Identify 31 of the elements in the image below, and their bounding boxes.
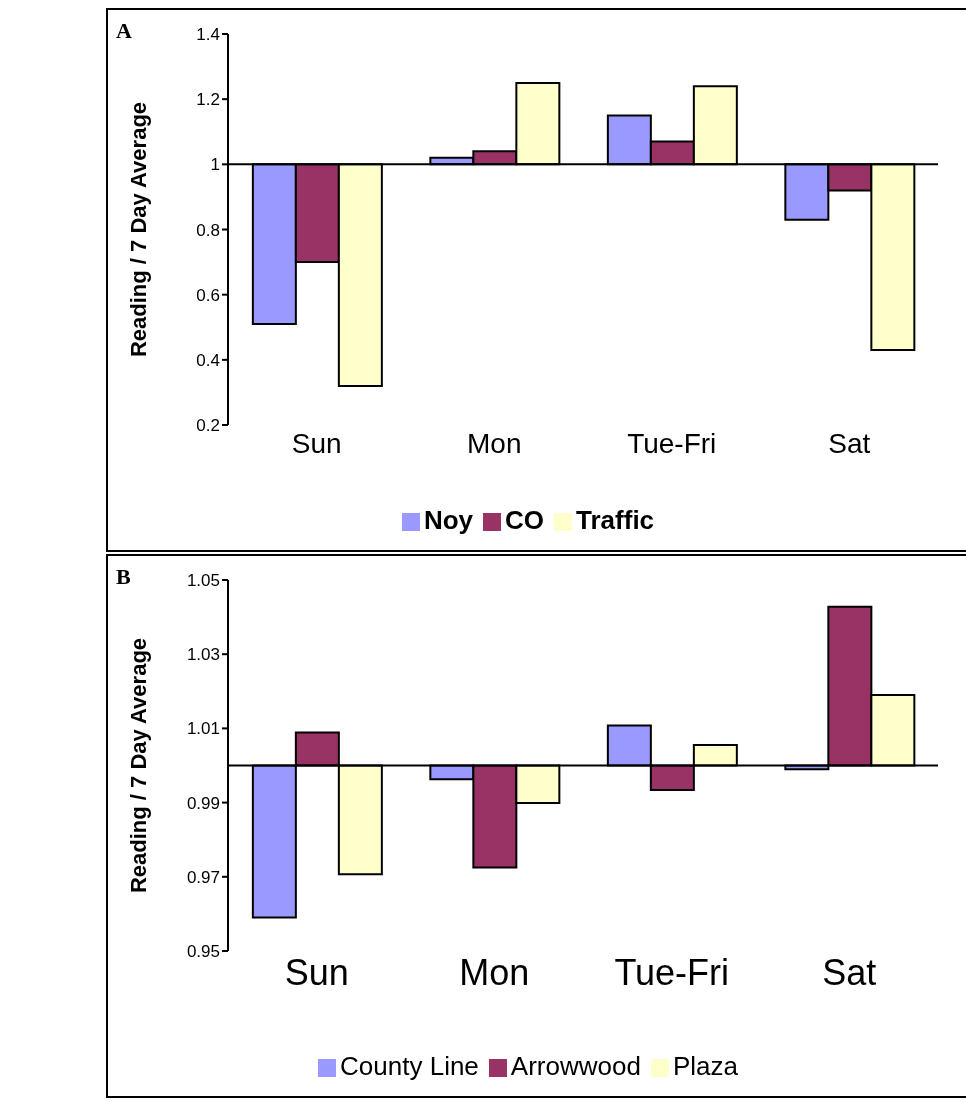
legend-label: Plaza [672, 1051, 738, 1081]
x-tick-label: Sat [822, 951, 877, 993]
y-tick-label: 1.2 [196, 90, 220, 110]
y-tick-label: 0.2 [196, 416, 220, 436]
y-tick-label: 0.97 [186, 867, 220, 887]
x-tick-label: Tue-Fri [614, 951, 730, 993]
x-tick-label: Sat [828, 427, 871, 459]
chart-title: B [116, 564, 131, 589]
y-tick-label: 0.4 [196, 350, 220, 370]
legend-label: Traffic [576, 505, 655, 535]
y-tick-label: 0.95 [186, 942, 220, 962]
y-tick-label: 1.4 [196, 25, 220, 45]
x-tick-label: Tue-Fri [627, 427, 717, 459]
y-tick-label: 0.6 [196, 285, 220, 305]
y-tick-label: 1 [210, 155, 220, 175]
legend-label: CO [505, 505, 545, 535]
y-tick-label: 1.05 [186, 571, 220, 591]
y-axis-title: Reading / 7 Day Average [125, 637, 151, 894]
y-tick-label: 1.03 [186, 645, 220, 665]
y-axis-title: Reading / 7 Day Average [125, 101, 151, 358]
legend-label: County Line [340, 1051, 479, 1081]
chart-title: A [116, 18, 132, 43]
y-tick-label: 0.8 [196, 220, 220, 240]
y-tick-label: 1.01 [186, 719, 220, 739]
legend-label: Noy [423, 505, 474, 535]
x-tick-label: Mon [459, 951, 530, 993]
y-tick-label: 0.99 [186, 793, 220, 813]
x-tick-label: Sun [284, 951, 349, 993]
legend-label: Arrowwood [510, 1051, 641, 1081]
x-tick-label: Sun [291, 427, 342, 459]
x-tick-label: Mon [467, 427, 522, 459]
